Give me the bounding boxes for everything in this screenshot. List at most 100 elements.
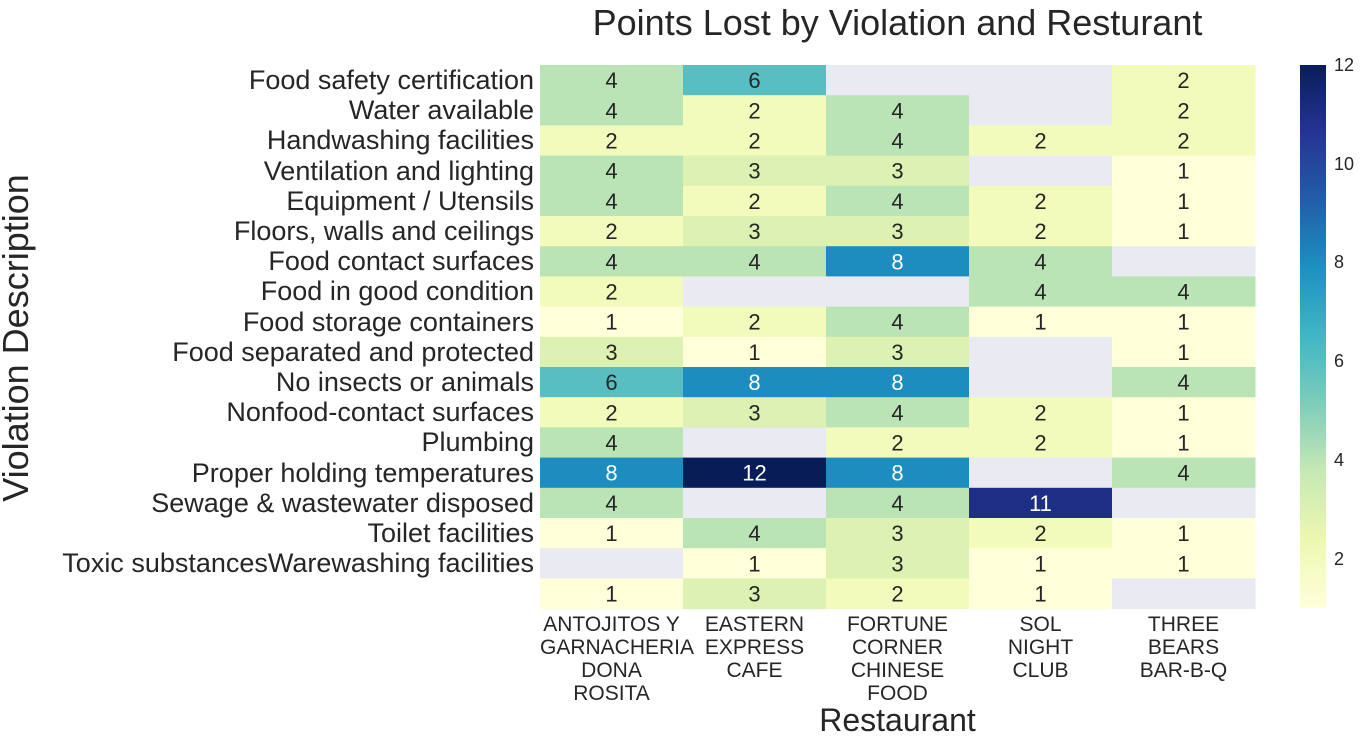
heatmap-cell (683, 518, 827, 549)
cell-value-label: 1 (1177, 340, 1189, 365)
cell-value-label: 1 (748, 551, 760, 576)
y-tick-label: Toxic substancesWarewashing facilities (62, 548, 534, 579)
colorbar-tick-label: 10 (1334, 153, 1355, 174)
cell-value-label: 12 (742, 461, 766, 486)
heatmap-cell (1112, 276, 1256, 308)
cell-value-label: 2 (1034, 431, 1046, 456)
heatmap-cell (826, 276, 970, 308)
cell-value-label: 4 (891, 189, 903, 214)
heatmap-cell (540, 518, 684, 549)
cell-value-label: 4 (605, 68, 617, 93)
heatmap-cell (1112, 397, 1256, 428)
heatmap-cell (683, 427, 827, 459)
heatmap-cell (826, 427, 970, 459)
heatmap-cell (826, 487, 970, 519)
cell-value-label: 1 (605, 521, 617, 546)
x-tick-label-line: ROSITA (573, 682, 650, 705)
heatmap-cell (826, 336, 970, 368)
heatmap-cell (683, 397, 827, 428)
y-tick-label: Water available (348, 95, 534, 126)
heatmap-cell (969, 487, 1113, 519)
y-tick-label: Sewage & wastewater disposed (151, 487, 534, 518)
cell-value-label: 3 (748, 582, 760, 607)
colorbar-tick-label: 8 (1334, 252, 1345, 273)
cell-value-label: 2 (891, 582, 903, 607)
heatmap-cell (540, 155, 684, 187)
cell-value-label: 4 (891, 310, 903, 335)
heatmap-cell (826, 397, 970, 428)
x-tick-label: EASTERN EXPRESS CAFE (683, 613, 826, 682)
x-tick-label-line: FOOD (867, 682, 928, 705)
heatmap-cell (683, 306, 827, 338)
x-tick-label-line: THREE (1147, 613, 1220, 636)
heatmap-cell (826, 95, 970, 126)
x-tick-label: THREE BEARS BAR-B-Q (1112, 613, 1255, 682)
x-tick-label-line: BEARS (1147, 636, 1220, 659)
x-tick-label-line: EASTERN (704, 613, 805, 636)
heatmap-cell (1112, 216, 1256, 247)
cell-value-label: 1 (1177, 159, 1189, 184)
cell-value-label: 4 (1034, 249, 1046, 274)
heatmap-cell (969, 95, 1113, 126)
heatmap-cell (826, 457, 970, 489)
heatmap-cell (969, 518, 1113, 549)
heatmap-cell (969, 548, 1113, 579)
heatmap-cell (1112, 246, 1256, 277)
x-tick-label-line: BAR-B-Q (1139, 659, 1228, 682)
heatmap-cell (826, 306, 970, 338)
heatmap-cell (969, 457, 1113, 489)
cell-value-label: 4 (748, 249, 760, 274)
heatmap-cell (540, 336, 684, 368)
cell-value-label: 8 (891, 249, 903, 274)
cell-value-label: 4 (1177, 280, 1189, 305)
cell-value-label: 4 (1177, 461, 1189, 486)
y-tick-label: Food in good condition (260, 276, 534, 307)
heatmap-cell (540, 276, 684, 308)
y-tick-label: No insects or animals (275, 367, 534, 397)
cell-value-label: 1 (605, 310, 617, 335)
cell-value-label: 8 (605, 461, 617, 486)
cell-value-label: 3 (891, 551, 903, 576)
cell-value-label: 3 (748, 219, 760, 244)
x-tick-label-line: EXPRESS (704, 636, 805, 659)
cell-value-label: 2 (605, 219, 617, 244)
heatmap-cell (826, 125, 970, 157)
cell-value-label: 4 (605, 491, 617, 516)
x-axis-label: Restaurant (819, 702, 976, 738)
heatmap-cell (1112, 427, 1256, 459)
cell-value-label: 4 (891, 400, 903, 425)
cell-value-label: 4 (605, 431, 617, 456)
chart-title: Points Lost by Violation and Resturant (592, 2, 1203, 43)
heatmap-cell (969, 276, 1113, 308)
heatmap-cell (683, 487, 827, 519)
cell-value-label: 1 (605, 582, 617, 607)
heatmap-cell (1112, 155, 1256, 187)
cell-value-label: 3 (605, 340, 617, 365)
cell-value-label: 1 (1177, 521, 1189, 546)
heatmap-cell (826, 155, 970, 187)
y-tick-label: Handwashing facilities (266, 125, 534, 156)
heatmap-cell (540, 427, 684, 459)
x-tick-label-line: CLUB (1012, 659, 1069, 682)
heatmap-cell (540, 95, 684, 126)
heatmap-cell (540, 65, 684, 96)
heatmap-cell (1112, 367, 1256, 398)
cell-value-label: 2 (1177, 68, 1189, 93)
cell-value-label: 2 (605, 400, 617, 425)
cell-value-label: 3 (748, 159, 760, 184)
heatmap-cell (683, 95, 827, 126)
heatmap-cell (540, 185, 684, 217)
x-tick-label-line: CAFE (726, 659, 783, 682)
cell-value-label: 8 (748, 370, 760, 395)
cell-value-label: 6 (748, 68, 760, 93)
cell-value-label: 2 (1177, 98, 1189, 123)
x-tick-label-line: CHINESE (850, 659, 945, 682)
heatmap-cell (969, 155, 1113, 187)
heatmap-cell (1112, 457, 1256, 489)
cell-value-label: 2 (1034, 400, 1046, 425)
colorbar-tick-label: 4 (1334, 449, 1345, 470)
heatmap-cell (540, 216, 684, 247)
x-tick-label-line: DONA (581, 659, 642, 682)
cell-value-label: 4 (1177, 370, 1189, 395)
